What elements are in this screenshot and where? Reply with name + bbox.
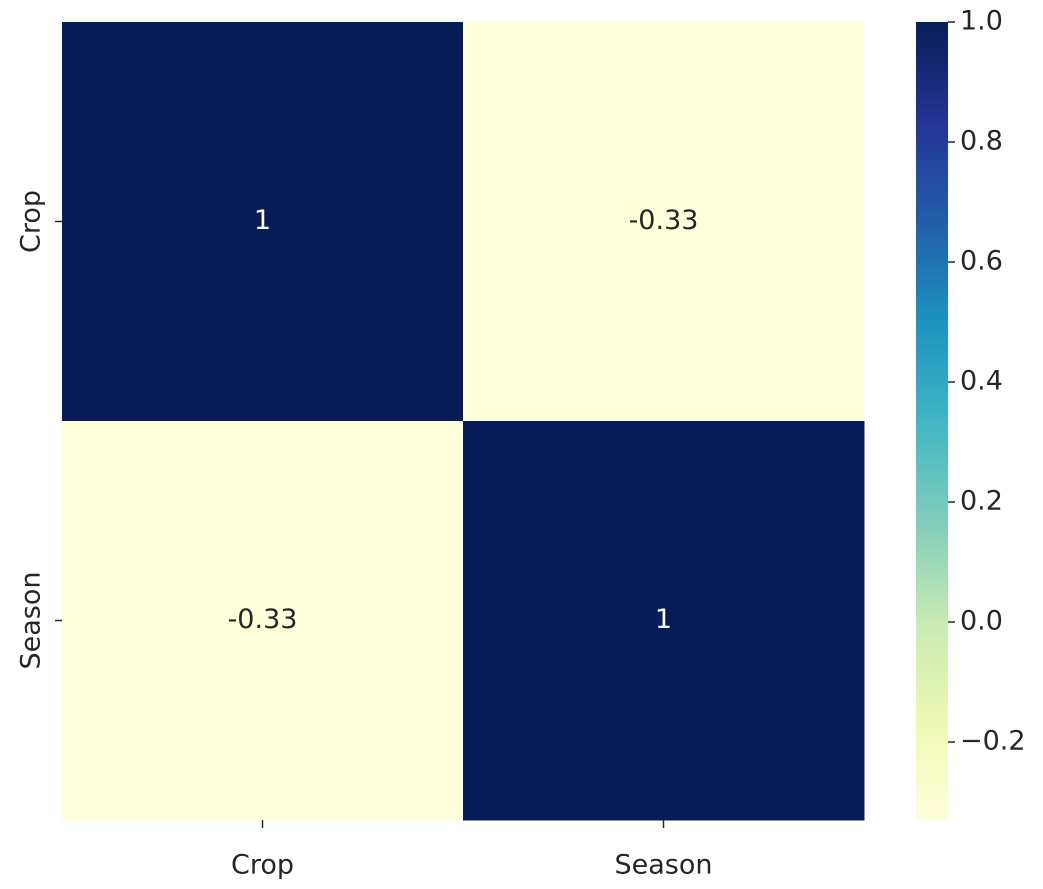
colorbar-tick-label: 1.0 bbox=[960, 6, 1003, 37]
colorbar-tick-label: 0.4 bbox=[960, 366, 1003, 397]
heatmap-cell bbox=[62, 421, 464, 821]
y-tick-label: Season bbox=[16, 572, 47, 670]
colorbar-tick-label: 0.2 bbox=[960, 486, 1003, 517]
cell-label: 1 bbox=[655, 604, 672, 635]
x-tick-label: Season bbox=[615, 850, 713, 881]
cell-label: 1 bbox=[254, 205, 271, 236]
heatmap-cell bbox=[463, 22, 865, 422]
x-tick-label: Crop bbox=[231, 850, 294, 881]
cell-label: -0.33 bbox=[228, 604, 298, 635]
heatmap-cell bbox=[463, 421, 865, 821]
colorbar-tick-label: 0.8 bbox=[960, 126, 1003, 157]
colorbar bbox=[916, 22, 948, 820]
y-tick-label: Crop bbox=[16, 190, 47, 253]
colorbar-tick-label: −0.2 bbox=[960, 726, 1026, 757]
colorbar-tick-label: 0.6 bbox=[960, 246, 1003, 277]
heatmap-cell bbox=[62, 22, 464, 422]
cell-label: -0.33 bbox=[629, 205, 699, 236]
colorbar-tick-label: 0.0 bbox=[960, 606, 1003, 637]
